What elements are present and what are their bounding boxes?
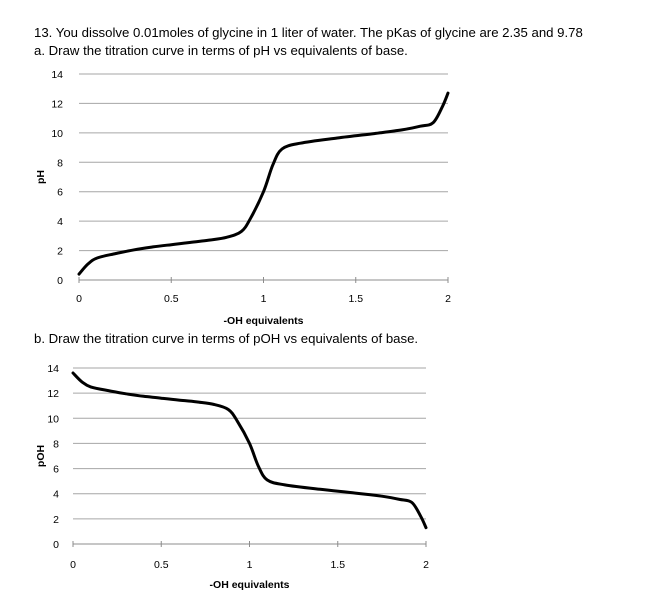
ph-y-tick-label: 8 <box>57 157 63 169</box>
poh-x-axis-title: -OH equivalents <box>210 579 290 591</box>
ph-y-axis-title: pH <box>35 170 47 184</box>
ph-y-tick-label: 2 <box>57 246 63 258</box>
ph-x-tick-label: 1 <box>261 293 267 305</box>
part-a-prompt: a. Draw the titration curve in terms of … <box>34 43 408 58</box>
poh-y-tick-label: 4 <box>53 489 59 501</box>
poh-x-tick-label: 2 <box>423 559 429 571</box>
poh-y-tick-label: 0 <box>53 539 59 551</box>
question-header: 13. You dissolve 0.01moles of glycine in… <box>34 25 583 40</box>
poh-x-tick-label: 0.5 <box>154 559 169 571</box>
poh-y-tick-label: 14 <box>47 363 59 375</box>
poh-y-axis-title: pOH <box>35 445 47 467</box>
ph-x-tick-label: 2 <box>445 293 451 305</box>
poh-y-tick-label: 2 <box>53 514 59 526</box>
ph-y-tick-label: 10 <box>51 128 63 140</box>
poh-x-tick-label: 1.5 <box>330 559 345 571</box>
ph-y-tick-label: 6 <box>57 187 63 199</box>
poh-y-tick-label: 6 <box>53 464 59 476</box>
poh-y-tick-label: 8 <box>53 438 59 450</box>
ph-y-tick-label: 12 <box>51 98 63 110</box>
ph-titration-curve <box>77 91 450 276</box>
poh-y-tick-label: 10 <box>47 413 59 425</box>
ph-titration-chart: 0 2 4 6 8 10 12 14 0 0.5 1 1.5 2 -OH equivalents pH <box>35 69 451 327</box>
ph-x-tick-label: 0 <box>76 293 82 305</box>
ph-y-tick-label: 0 <box>57 275 63 287</box>
poh-x-tick-label: 0 <box>70 559 76 571</box>
part-b-prompt: b. Draw the titration curve in terms of … <box>34 331 419 346</box>
ph-x-axis-title: -OH equivalents <box>224 315 304 327</box>
ph-x-tick-label: 1.5 <box>348 293 363 305</box>
poh-titration-chart: 0 2 4 6 8 10 12 14 0 0.5 1 1.5 2 -OH equivalents pOH <box>35 363 429 591</box>
ph-y-tick-label: 14 <box>51 69 63 81</box>
poh-titration-curve <box>71 371 428 530</box>
ph-y-tick-label: 4 <box>57 216 63 228</box>
poh-x-tick-label: 1 <box>247 559 253 571</box>
ph-x-tick-label: 0.5 <box>164 293 179 305</box>
poh-y-tick-label: 12 <box>47 388 59 400</box>
